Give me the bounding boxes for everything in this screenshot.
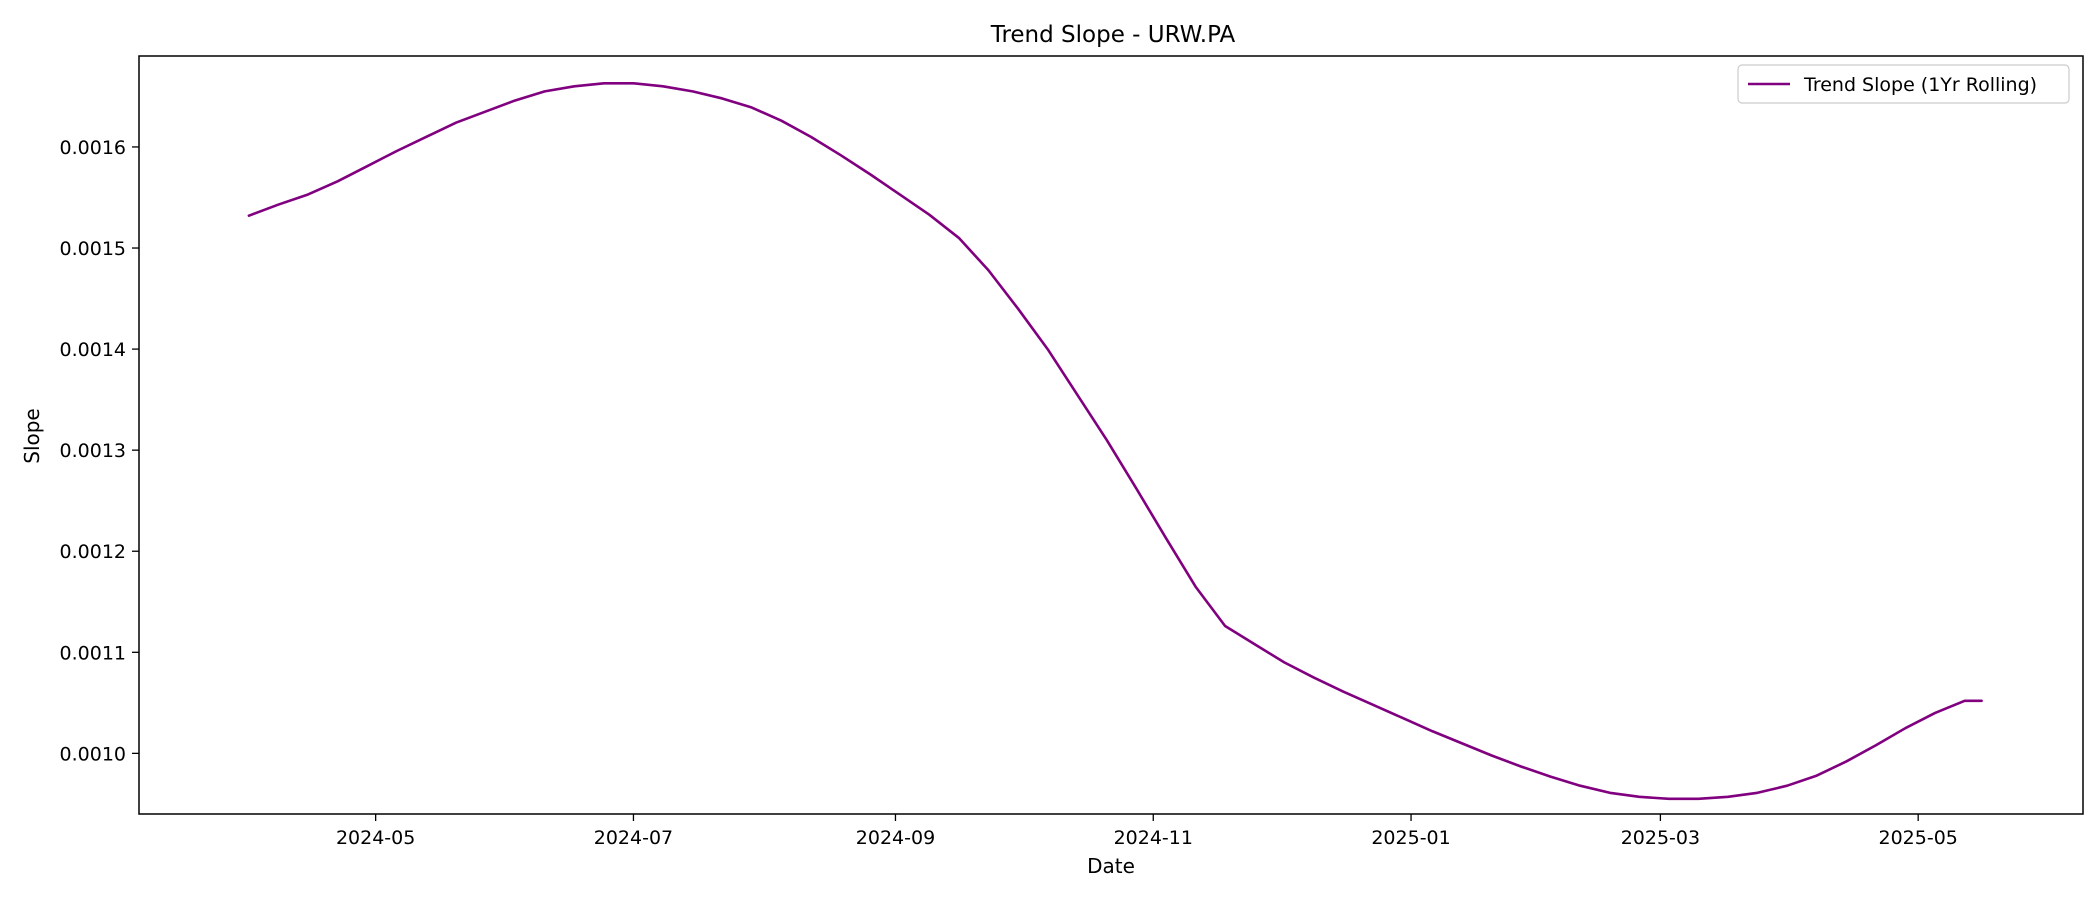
x-tick-label: 2025-03 — [1621, 827, 1700, 849]
y-tick-label: 0.0011 — [60, 642, 126, 664]
y-tick-label: 0.0012 — [60, 541, 126, 563]
x-tick-label: 2024-07 — [594, 827, 673, 849]
y-tick-label: 0.0010 — [60, 743, 126, 765]
y-tick-label: 0.0014 — [60, 339, 126, 361]
y-tick-label: 0.0015 — [60, 238, 126, 260]
legend-box — [1737, 64, 2070, 104]
plot-frame — [138, 55, 2084, 815]
x-tick-label: 2024-09 — [856, 827, 935, 849]
y-axis-ticks: 0.0010 0.0011 0.0012 0.0013 0.0014 0.0015 0.00… — [60, 137, 139, 765]
legend: Trend Slope (1Yr Rolling) — [1737, 64, 2070, 104]
x-axis-ticks: 2024-05 2024-07 2024-09 2024-11 2025-01 2025-… — [336, 814, 1958, 849]
y-axis-label: Slope — [20, 408, 44, 464]
x-tick-label: 2024-11 — [1114, 827, 1193, 849]
y-tick-label: 0.0013 — [60, 440, 126, 462]
x-axis-label: Date — [1087, 854, 1135, 878]
x-tick-label: 2025-01 — [1371, 827, 1450, 849]
x-tick-label: 2024-05 — [336, 827, 415, 849]
y-tick-label: 0.0016 — [60, 137, 126, 159]
x-tick-label: 2025-05 — [1878, 827, 1957, 849]
legend-label: Trend Slope (1Yr Rolling) — [1803, 74, 2037, 96]
series-line-trend-slope — [247, 81, 1983, 801]
chart-title: Trend Slope - URW.PA — [990, 22, 1236, 48]
plot-area — [138, 55, 2084, 815]
